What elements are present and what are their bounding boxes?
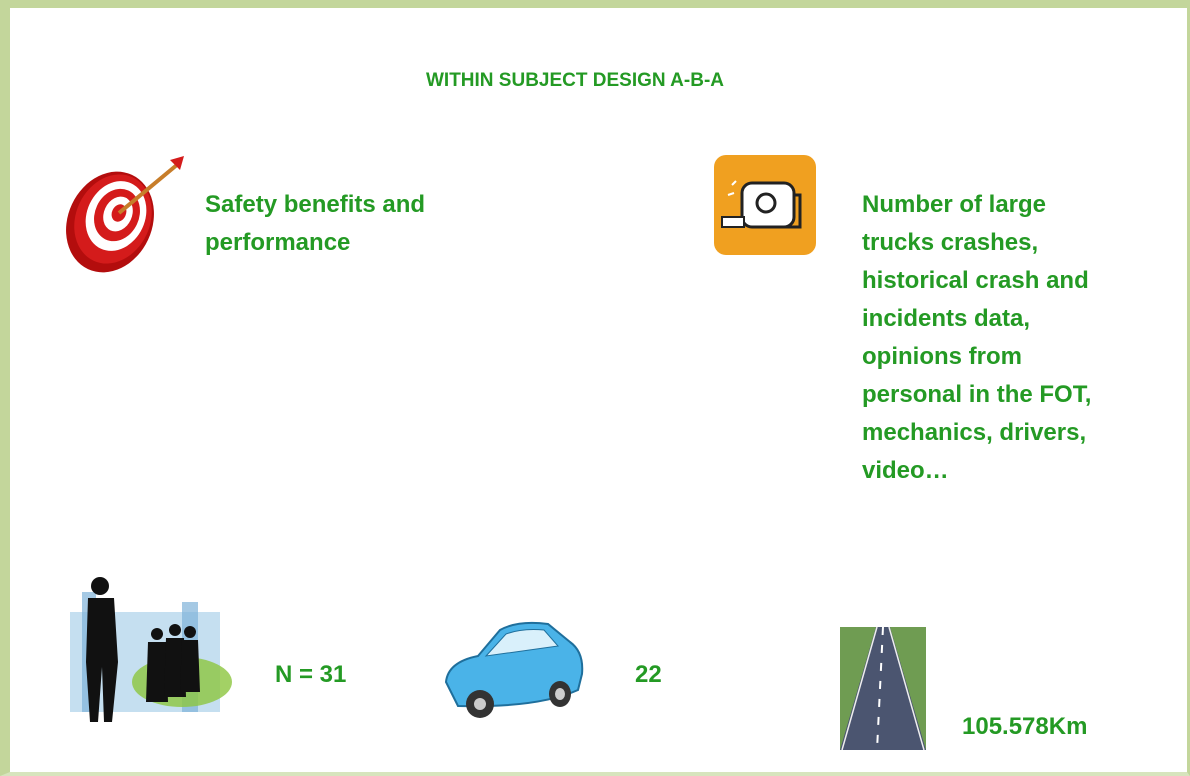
people-icon <box>70 577 232 722</box>
participants-text: N = 31 <box>275 661 347 688</box>
road-icon <box>840 627 926 750</box>
objective-text: Safety benefits and performance <box>205 191 426 256</box>
tape-measure-icon <box>714 155 816 255</box>
distance-text: 105.578Km <box>962 713 1088 740</box>
measures-text: Number of large trucks crashes, historic… <box>862 191 1092 484</box>
vehicles-text: 22 <box>635 661 662 688</box>
car-icon <box>444 621 584 718</box>
target-icon <box>66 156 184 273</box>
slide-title: WITHIN SUBJECT DESIGN A-B-A <box>425 70 725 91</box>
